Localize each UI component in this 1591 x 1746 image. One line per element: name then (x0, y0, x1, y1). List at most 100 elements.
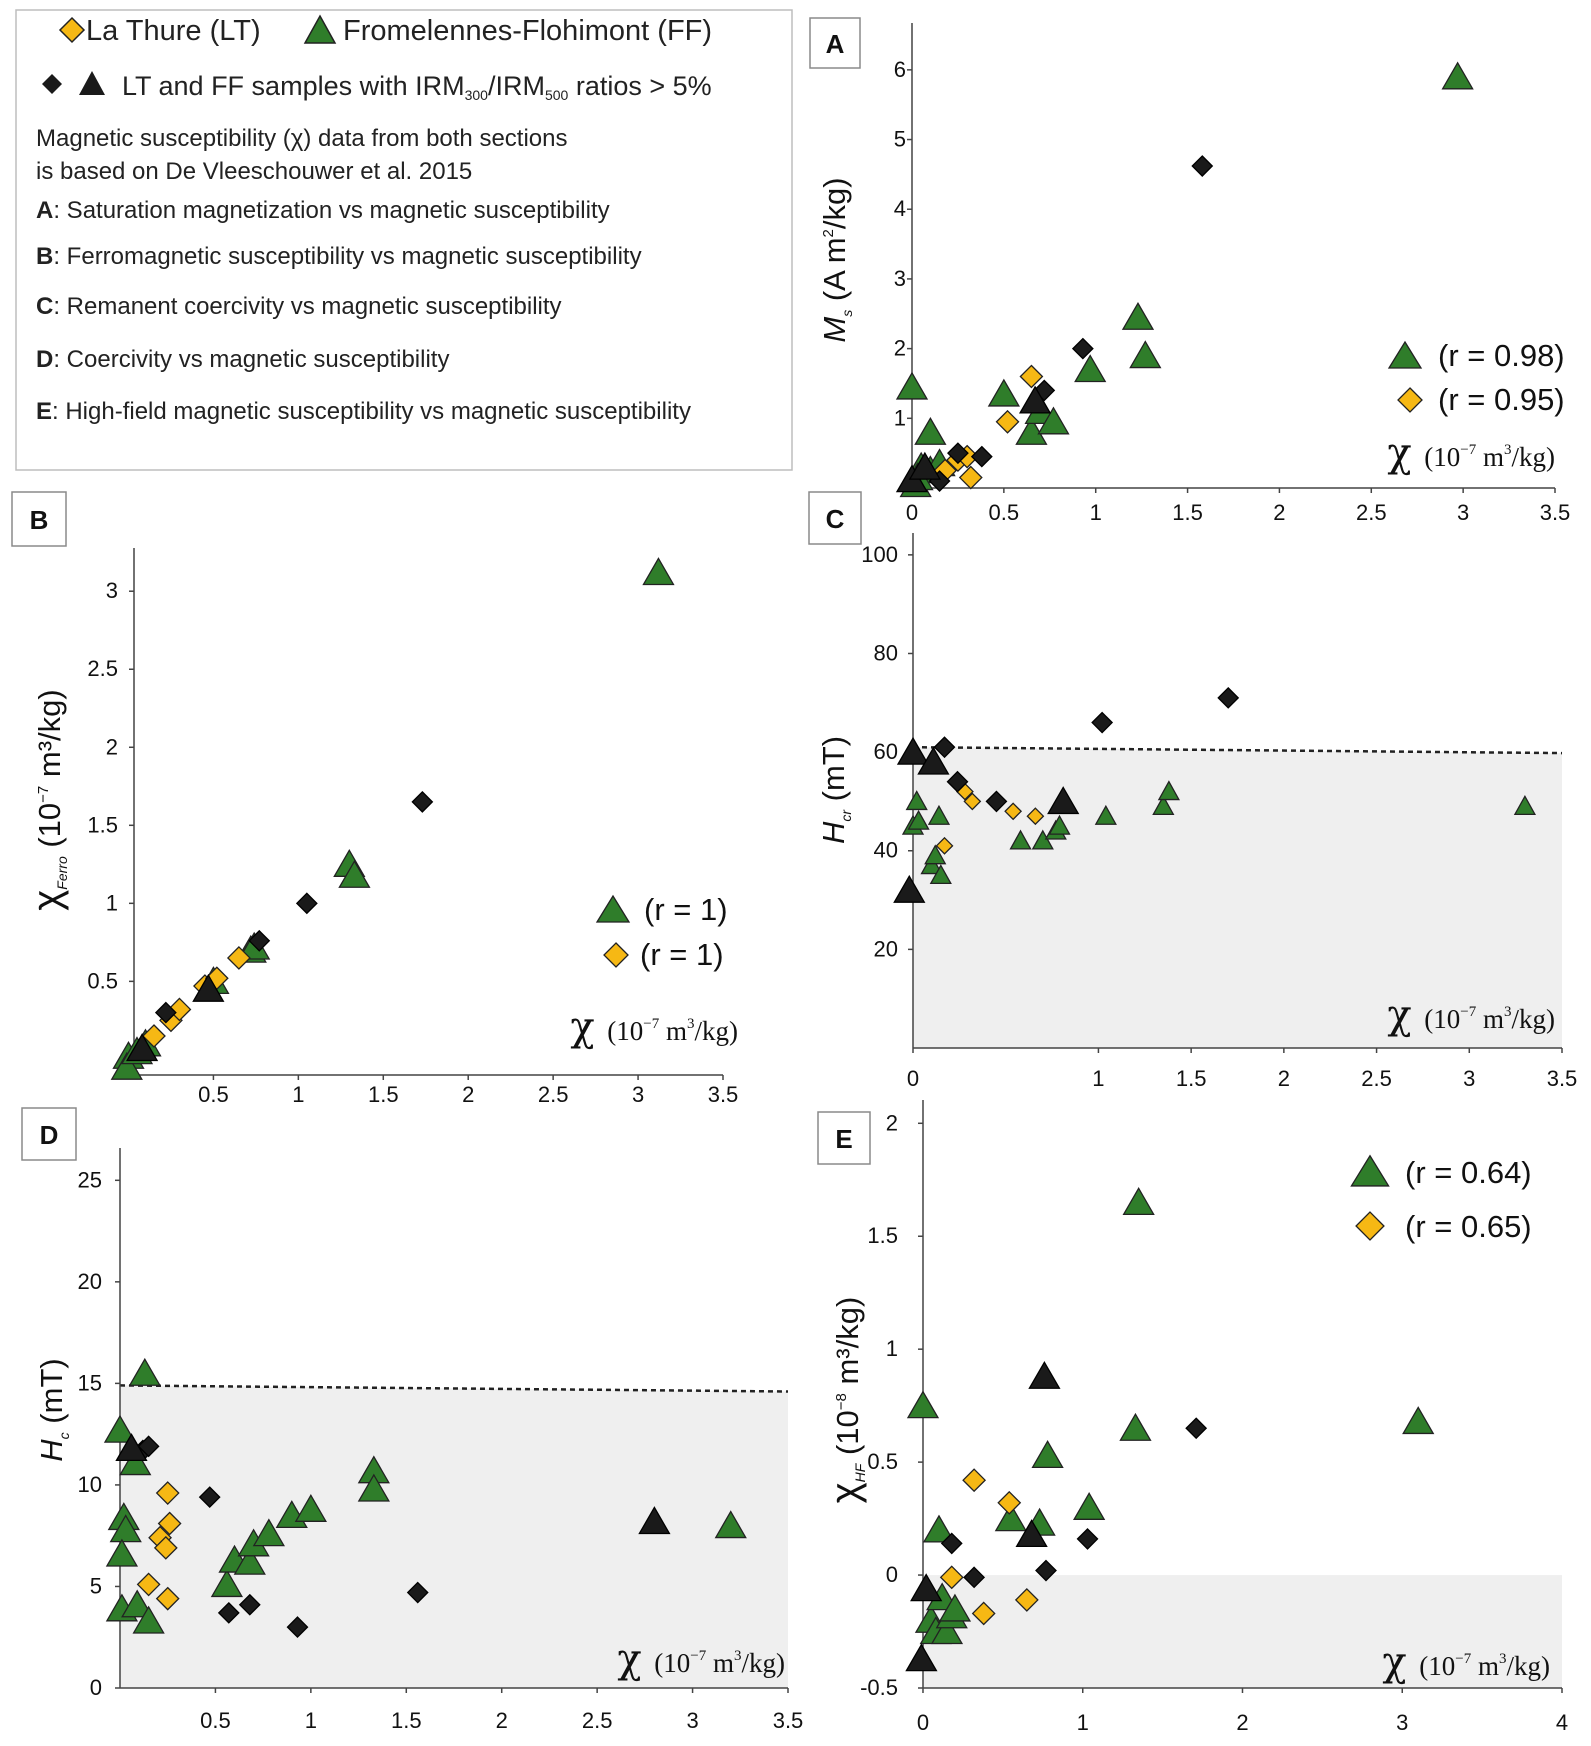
chart-c-xtick-label: 2 (1278, 1066, 1290, 1091)
legend-frame (15, 9, 793, 471)
chart-b-xtick-label: 0.5 (198, 1082, 229, 1107)
chart-c-xtick-label: 1.5 (1176, 1066, 1207, 1091)
chart-d-y-axis-label: Hc (mT) (34, 1358, 72, 1461)
chart-e-ytick-label: 1 (886, 1336, 898, 1361)
chart-d-point-triangle-18 (714, 1510, 747, 1539)
chart-c-point-triangle-small-13 (1157, 780, 1180, 801)
chart-b-point-triangle-9 (642, 557, 675, 586)
chart-b-point-triangle-8 (338, 859, 371, 888)
chart-b-xtick-label: 2 (462, 1082, 474, 1107)
chart-d-point-triangle-8 (128, 1357, 161, 1386)
chart-e-point-triangle-10 (1031, 1440, 1064, 1468)
chart-a-xtick-label: 1 (1090, 500, 1102, 525)
chart-a-point-triangle-10 (1037, 406, 1070, 435)
chart-a-point-diamond-dark-2 (970, 445, 993, 468)
chart-c-xtick-label: 1 (1092, 1066, 1104, 1091)
chart-a-legend-lt-marker (1397, 387, 1423, 413)
chart-a-ytick-label: 3 (894, 266, 906, 291)
chart-e: 0 1 2 3 4 -0.5 0 0.5 1 1.5 2 χ (10−7 m3/kg) χHF (10−… (823, 1100, 1568, 1735)
chart-e-point-diamond-2 (971, 1601, 996, 1626)
panel-e-box (817, 1111, 871, 1165)
chart-d-point-diamond-dark-3 (217, 1601, 240, 1624)
chart-a: 0 0.5 1 1.5 2 2.5 3 3.5 1 2 3 4 5 6 χ (10−7 m3/kg) Ms (… (817, 23, 1570, 525)
chart-a-point-triangle-0 (895, 371, 929, 400)
chart-c-xtick-label: 2.5 (1361, 1066, 1392, 1091)
chart-c-point-triangle-small-3 (920, 854, 943, 875)
chart-a-point-diamond-3 (958, 465, 983, 490)
chart-a-point-diamond-4 (995, 409, 1020, 434)
chart-d: 0.5 1 1.5 2 2.5 3 3.5 0 5 10 15 20 25 χ (10−7 m3/kg) H… (34, 1148, 803, 1733)
legend-note-line1: Magnetic susceptibility (χ) data from bo… (36, 125, 568, 152)
chart-d-point-triangle-15 (294, 1493, 327, 1522)
chart-b-point-diamond-dark-0 (154, 1001, 177, 1024)
legend-item-a: A: Saturation magnetization vs magnetic … (36, 197, 610, 224)
chart-c-threshold-line (912, 745, 1563, 755)
chart-b-y-axis-label: χFerro (10−7 m³/kg) (25, 689, 70, 910)
chart-d-xtick-label: 2 (496, 1708, 508, 1733)
chart-d-point-triangle-13 (252, 1518, 285, 1547)
chart-d-ytick-label: 0 (90, 1675, 102, 1700)
panel-b-box (11, 491, 67, 547)
chart-e-point-triangle-8 (994, 1503, 1027, 1532)
legend-item-b: B: Ferromagnetic susceptibility vs magne… (36, 243, 642, 270)
chart-a-point-diamond-dark-5 (1191, 155, 1214, 177)
panel-d-letter: D (40, 1120, 59, 1150)
chart-c-point-diamond-dark-0 (933, 736, 956, 759)
chart-e-point-diamond-dark-3 (1076, 1528, 1099, 1550)
chart-d-point-diamond-5 (155, 1586, 180, 1611)
chart-a-correlation-ff: (r = 0.98) (1438, 338, 1565, 373)
chart-d-xtick-label: 3 (686, 1708, 698, 1733)
chart-a-point-diamond-dark-1 (947, 442, 969, 465)
chart-d-threshold-line (119, 1384, 789, 1393)
chart-d-x-axis-label: χ (10−7 m3/kg) (617, 1636, 785, 1682)
chart-e-point-triangle-13 (1122, 1187, 1155, 1215)
chart-e-correlation-ff: (r = 0.64) (1405, 1155, 1532, 1190)
legend-item-c: C: Remanent coercivity vs magnetic susce… (36, 293, 562, 320)
chart-e-point-diamond-dark-0 (940, 1532, 963, 1555)
chart-e-point-triangle-dark-0 (905, 1643, 938, 1672)
chart-b-correlation-lt: (r = 1) (640, 937, 724, 972)
chart-e-point-diamond-1 (962, 1468, 987, 1493)
chart-d-point-diamond-0 (136, 1572, 161, 1597)
chart-d-xtick-label: 3.5 (773, 1708, 804, 1733)
chart-e-point-triangle-dark-1 (910, 1573, 943, 1602)
chart-a-point-triangle-8 (1015, 416, 1048, 445)
chart-a-xtick-label: 0.5 (989, 500, 1020, 525)
chart-e-point-diamond-dark-2 (1035, 1559, 1057, 1582)
chart-a-ytick-label: 4 (894, 196, 906, 221)
chart-a-ytick-label: 2 (894, 336, 906, 361)
chart-e-legend-ff-marker (1350, 1154, 1390, 1187)
chart-e-point-diamond-4 (1014, 1587, 1039, 1612)
chart-e-xtick-label: 3 (1396, 1710, 1408, 1735)
chart-d-point-diamond-2 (153, 1535, 178, 1560)
chart-d-point-diamond-3 (155, 1481, 180, 1505)
chart-c-point-triangle-small-1 (905, 790, 928, 811)
chart-a-correlation-lt: (r = 0.95) (1438, 382, 1565, 417)
chart-a-point-diamond-dark-4 (1033, 379, 1056, 402)
chart-c-xtick-label: 3 (1463, 1066, 1475, 1091)
chart-d-xtick-label: 0.5 (200, 1708, 231, 1733)
chart-c-point-triangle-small-10 (1048, 814, 1071, 835)
chart-e-point-triangle-11 (1073, 1491, 1106, 1520)
chart-a-xtick-label: 1.5 (1172, 500, 1203, 525)
chart-c-point-triangle-small-12 (1152, 795, 1175, 816)
chart-b-ytick-label: 3 (106, 578, 118, 603)
legend-note-line2: is based on De Vleeschouwer et al. 2015 (36, 158, 472, 185)
chart-b-point-diamond-dark-1 (248, 929, 271, 952)
chart-c-point-triangle-small-11 (1094, 804, 1117, 825)
chart-d-point-triangle-3 (105, 1538, 139, 1567)
chart-d-shaded-region (120, 1385, 788, 1688)
chart-a-xtick-label: 2.5 (1356, 500, 1387, 525)
chart-e-point-triangle-12 (1119, 1412, 1152, 1441)
chart-d-point-triangle-17 (357, 1473, 390, 1502)
chart-d-xtick-label: 2.5 (582, 1708, 613, 1733)
chart-d-ytick-label: 10 (78, 1472, 102, 1497)
panel-e-letter: E (835, 1124, 852, 1154)
chart-b-ytick-label: 1 (106, 890, 118, 915)
chart-e-point-diamond-dark-4 (1185, 1417, 1208, 1440)
chart-e-point-diamond-0 (939, 1565, 964, 1590)
legend-ff-marker (303, 14, 337, 44)
legend-panel: La Thure (LT) Fromelennes-Flohimont (FF)… (15, 9, 793, 471)
chart-b-xtick-label: 2.5 (538, 1082, 569, 1107)
chart-e-ytick-label: 2 (886, 1110, 898, 1135)
